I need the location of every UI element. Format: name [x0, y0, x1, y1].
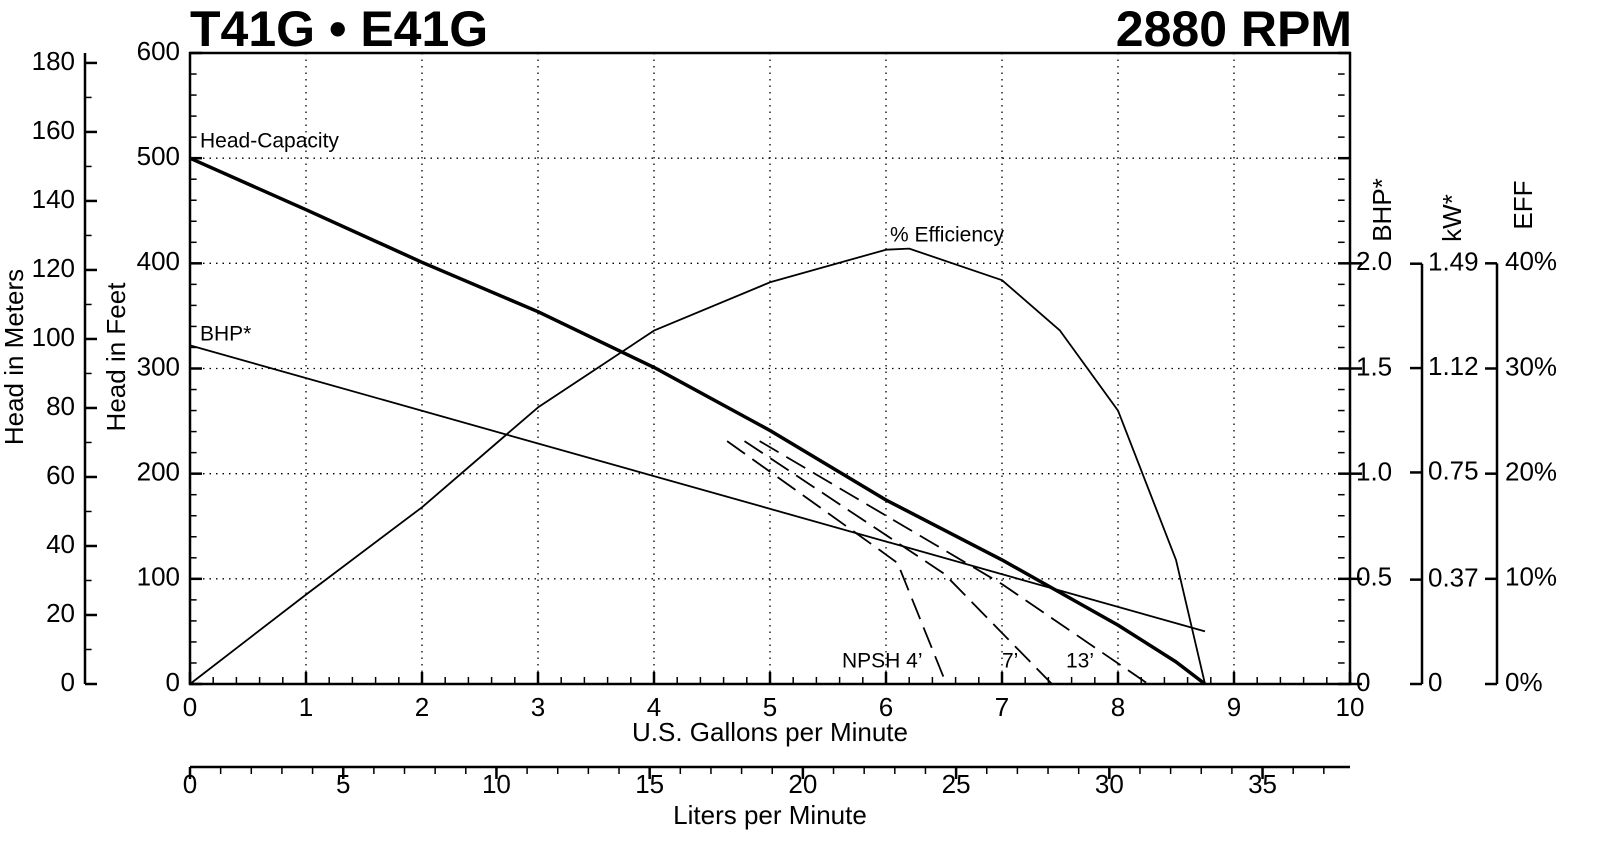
y2-axis-label: BHP*: [1367, 178, 1397, 242]
chart-title: T41G • E41G: [190, 1, 488, 57]
series-label: 13’: [1066, 650, 1094, 673]
x-tick-label: 2: [415, 692, 429, 722]
y2-tick-label: 1.5: [1356, 351, 1392, 381]
x2-tick-label: 15: [635, 769, 664, 799]
y4-tick-label: 0.75: [1428, 455, 1479, 485]
series-line: [189, 344, 1206, 633]
y-tick-label: 500: [137, 141, 180, 171]
y3-tick-label: 140: [32, 184, 75, 214]
y5-tick-label: 40%: [1505, 246, 1557, 276]
y-tick-label: 600: [137, 36, 180, 66]
x2-tick-label: 0: [183, 769, 197, 799]
x-tick-label: 5: [763, 692, 777, 722]
y-tick-label: 300: [137, 351, 180, 381]
y5-axis-label: EFF: [1508, 180, 1538, 229]
y-tick-label: 100: [137, 562, 180, 592]
series-line: [744, 440, 1053, 685]
series-line: [189, 247, 1206, 685]
y3-tick-label: 180: [32, 46, 75, 76]
x2-tick-label: 25: [942, 769, 971, 799]
x-tick-label: 10: [1336, 692, 1365, 722]
series-label: % Efficiency: [890, 224, 1004, 247]
y4-tick-label: 1.12: [1428, 351, 1479, 381]
y4-tick-label: 0: [1428, 667, 1442, 697]
x2-tick-label: 20: [788, 769, 817, 799]
y3-tick-label: 120: [32, 253, 75, 283]
series-line: [759, 440, 1149, 685]
x-tick-label: 6: [879, 692, 893, 722]
x-tick-label: 7: [995, 692, 1009, 722]
series-line: [726, 440, 948, 685]
x-tick-label: 9: [1227, 692, 1241, 722]
series-line: [189, 156, 1207, 686]
y3-tick-label: 40: [46, 529, 75, 559]
x2-tick-label: 5: [336, 769, 350, 799]
y3-tick-label: 80: [46, 391, 75, 421]
x2-tick-label: 10: [482, 769, 511, 799]
y2-tick-label: 0.5: [1356, 562, 1392, 592]
y2-tick-label: 2.0: [1356, 246, 1392, 276]
y2-tick-label: 1.0: [1356, 457, 1392, 487]
series-label: BHP*: [200, 323, 251, 346]
y4-axis-label: kW*: [1437, 194, 1467, 242]
x2-axis-label: Liters per Minute: [673, 800, 867, 830]
y4-tick-label: 0.37: [1428, 563, 1479, 593]
y3-tick-label: 160: [32, 115, 75, 145]
y5-tick-label: 20%: [1505, 457, 1557, 487]
y3-tick-label: 20: [46, 598, 75, 628]
series-label: Head-Capacity: [200, 130, 339, 153]
y2-tick-label: 0: [1356, 667, 1370, 697]
x-tick-label: 4: [647, 692, 661, 722]
y3-tick-label: 100: [32, 322, 75, 352]
y5-tick-label: 30%: [1505, 351, 1557, 381]
series-label: NPSH 4’: [842, 650, 923, 673]
y-axis-label: Head in Feet: [101, 282, 131, 432]
x-tick-label: 1: [299, 692, 313, 722]
y5-tick-label: 0%: [1505, 667, 1543, 697]
x-axis-label: U.S. Gallons per Minute: [632, 717, 908, 747]
x2-tick-label: 35: [1248, 769, 1277, 799]
y-tick-label: 400: [137, 246, 180, 276]
chart-subtitle: 2880 RPM: [1116, 1, 1352, 57]
y3-tick-label: 60: [46, 460, 75, 490]
y-tick-label: 200: [137, 457, 180, 487]
x2-tick-label: 30: [1095, 769, 1124, 799]
y3-axis-label: Head in Meters: [0, 269, 29, 445]
y5-tick-label: 10%: [1505, 562, 1557, 592]
x-tick-label: 3: [531, 692, 545, 722]
y3-tick-label: 0: [61, 667, 75, 697]
x-tick-label: 0: [183, 692, 197, 722]
y-tick-label: 0: [166, 667, 180, 697]
series-label: 7’: [1002, 650, 1018, 673]
y4-tick-label: 1.49: [1428, 247, 1479, 277]
x-tick-label: 8: [1111, 692, 1125, 722]
